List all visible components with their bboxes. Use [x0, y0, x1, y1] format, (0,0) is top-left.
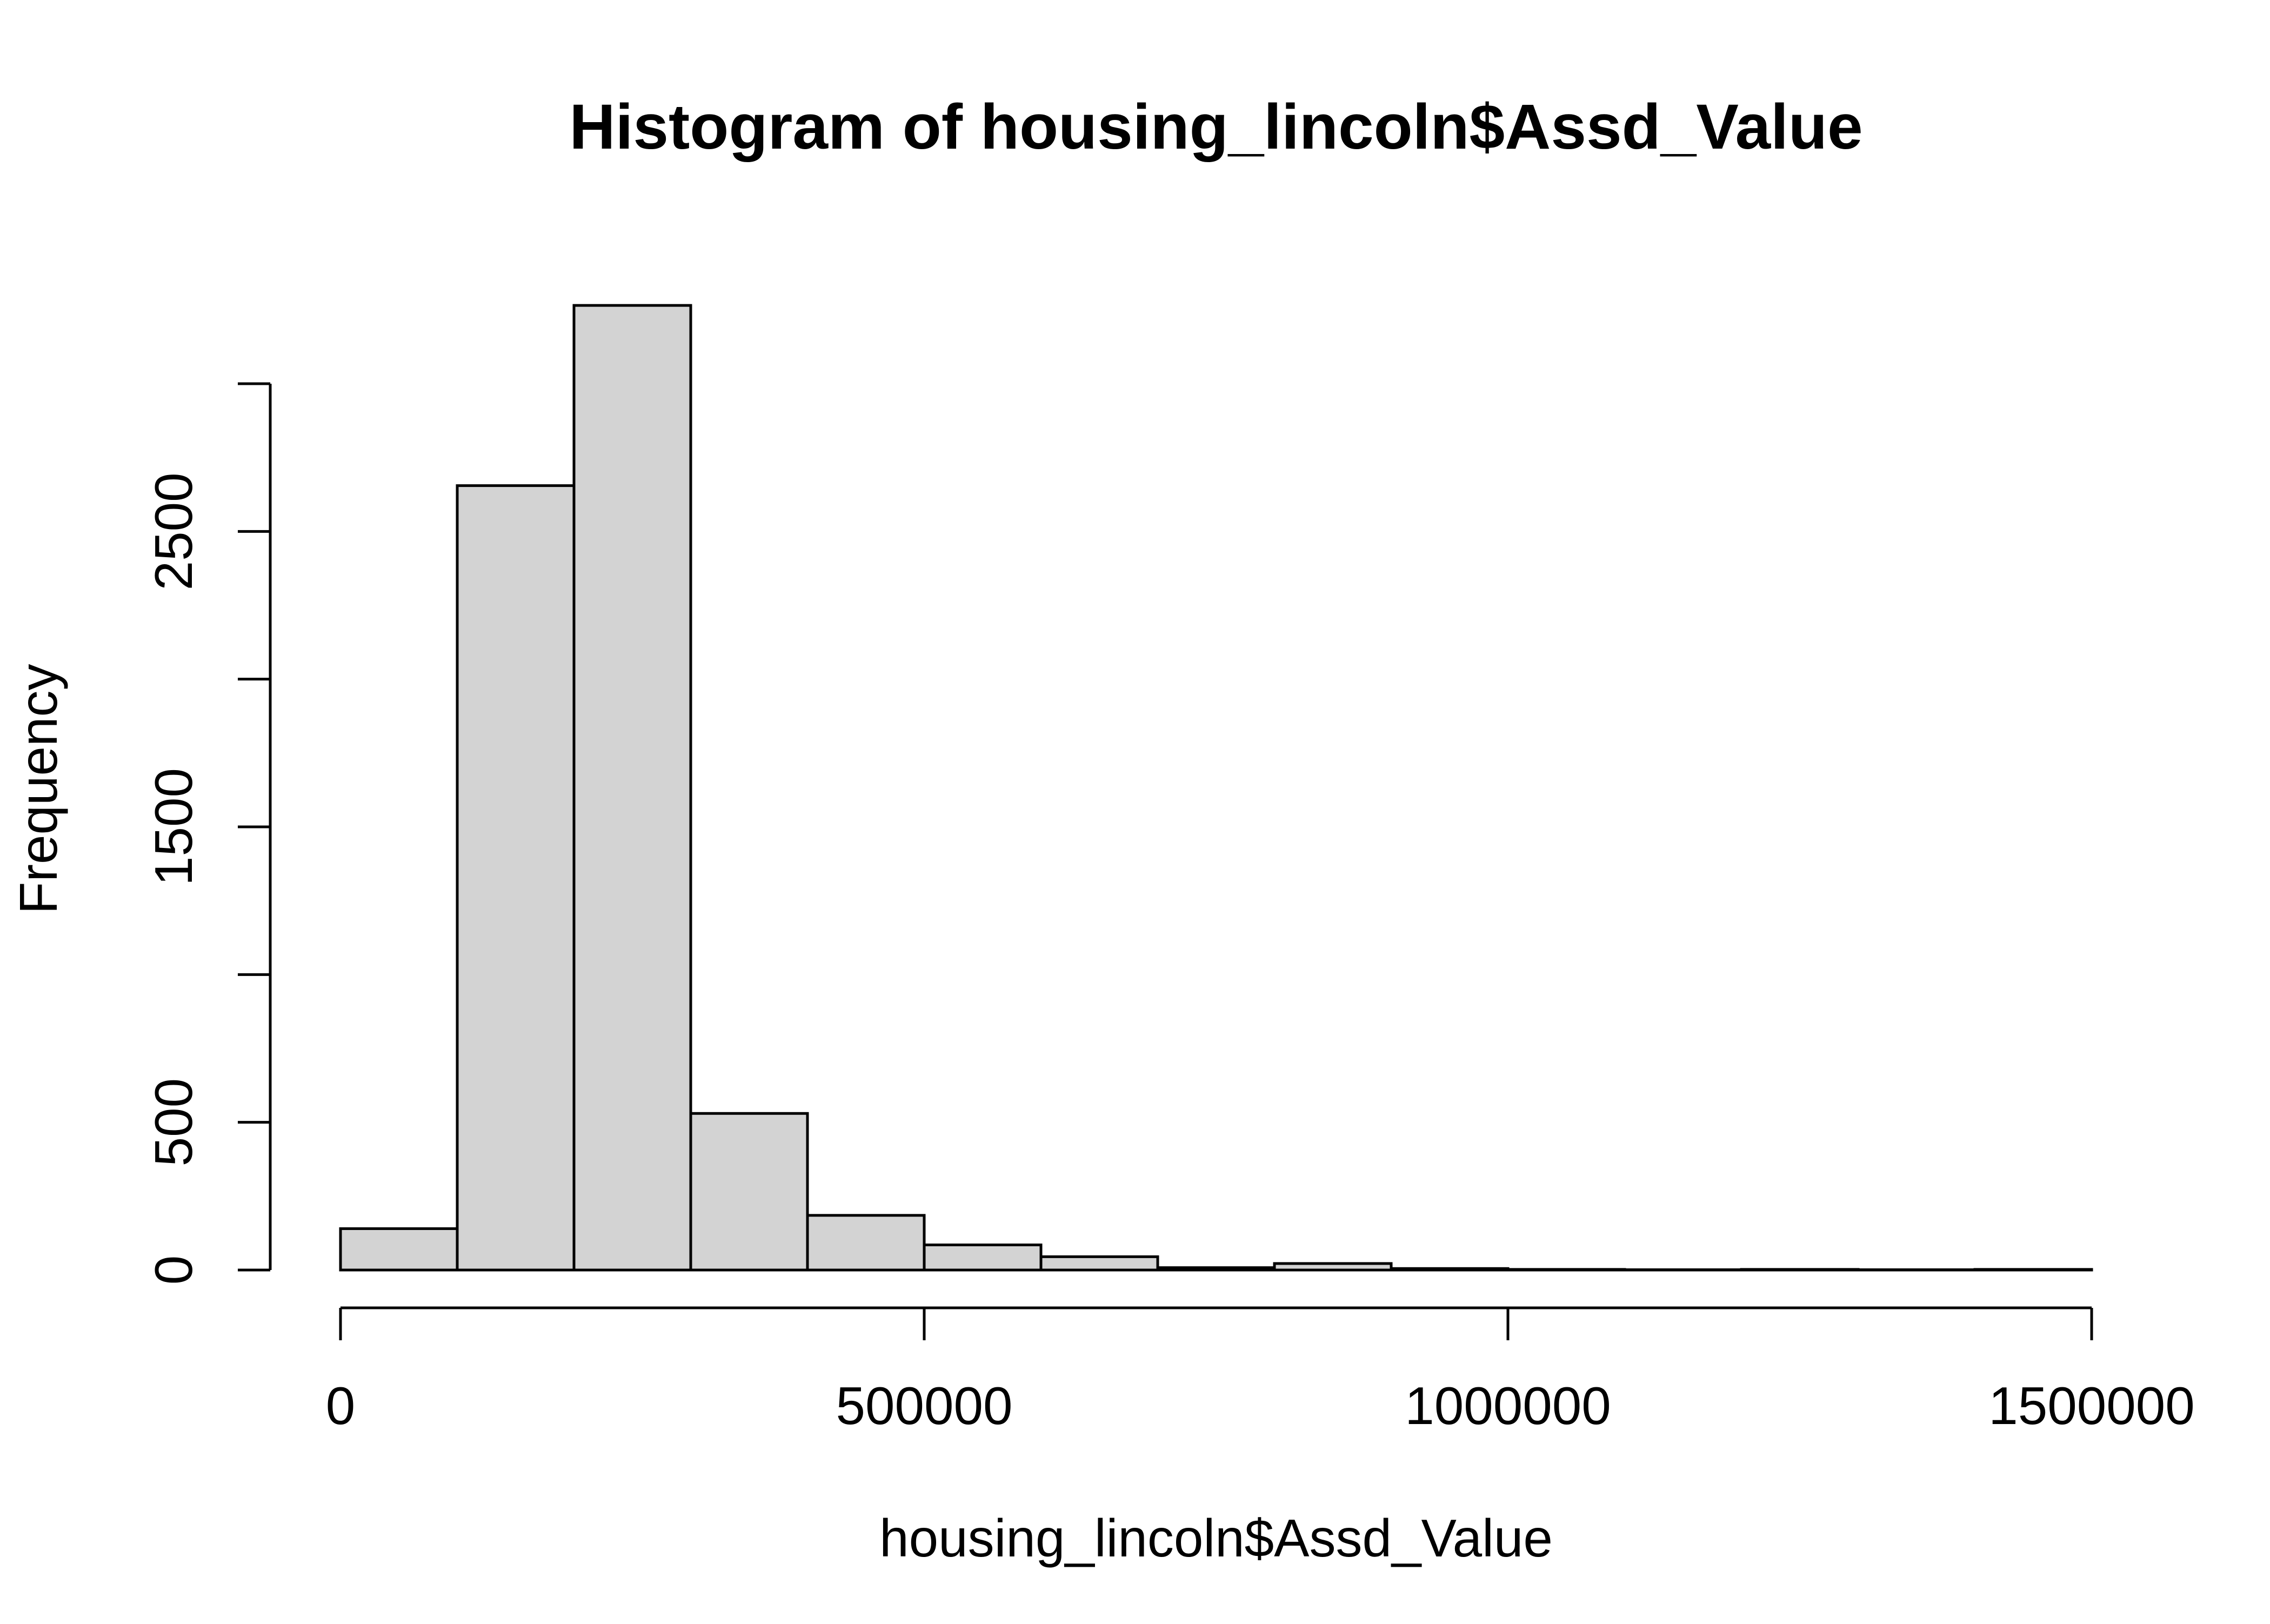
y-tick-label: 500 — [144, 1078, 203, 1167]
histogram-bar — [1506, 1268, 1626, 1272]
histogram-bar — [1740, 1268, 1860, 1272]
y-tick-label: 1500 — [144, 768, 203, 886]
histogram-bar — [339, 1227, 459, 1272]
histogram-bar — [456, 484, 576, 1272]
x-tick-label: 1000000 — [1405, 1376, 1611, 1435]
x-axis-label: housing_lincoln$Assd_Value — [879, 1508, 1553, 1568]
y-tick-label: 2500 — [144, 472, 203, 590]
y-tick-label: 0 — [144, 1255, 203, 1285]
histogram-bar — [1390, 1267, 1510, 1272]
histogram-bar — [806, 1214, 926, 1272]
x-tick-label: 500000 — [836, 1376, 1012, 1435]
chart-title: Histogram of housing_lincoln$Assd_Value — [569, 91, 1862, 163]
histogram-bar — [1039, 1255, 1159, 1272]
histogram-bar — [1857, 1268, 1977, 1272]
x-axis: 0 500000 1000000 1500000 — [326, 1306, 2195, 1435]
y-axis-label: Frequency — [9, 664, 68, 914]
x-tick-label: 1500000 — [1988, 1376, 2195, 1435]
histogram-bars — [339, 304, 2093, 1272]
x-tick-label: 0 — [326, 1376, 356, 1435]
y-axis: 0 500 1500 2500 — [144, 382, 272, 1285]
histogram-bar — [689, 1112, 809, 1272]
histogram-bar — [1973, 1268, 2093, 1272]
histogram-bar — [1156, 1266, 1276, 1272]
histogram-bar — [572, 304, 692, 1272]
histogram-bar — [1273, 1262, 1393, 1272]
histogram-bar — [923, 1244, 1043, 1272]
histogram-bar — [1623, 1268, 1743, 1272]
